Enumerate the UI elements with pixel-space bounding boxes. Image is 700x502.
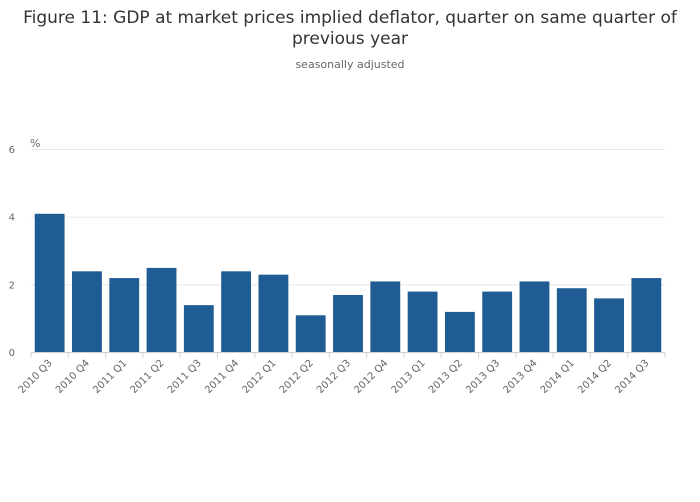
bar bbox=[482, 291, 513, 353]
bar bbox=[370, 281, 401, 353]
y-tick-label: 2 bbox=[9, 280, 15, 291]
bar bbox=[333, 294, 363, 353]
bar bbox=[594, 298, 624, 353]
x-tick-label: 2010 Q4 bbox=[54, 358, 92, 396]
x-tick-label: 2013 Q1 bbox=[390, 358, 428, 396]
x-tick-label: 2014 Q2 bbox=[576, 358, 614, 396]
bar bbox=[34, 213, 65, 353]
bar bbox=[631, 278, 662, 353]
gridlines bbox=[31, 149, 665, 286]
chart-title: Figure 11: GDP at market prices implied … bbox=[23, 8, 677, 49]
x-tick-label: 2010 Q3 bbox=[17, 358, 55, 396]
bar bbox=[221, 271, 252, 353]
y-tick-label: 0 bbox=[9, 348, 15, 359]
x-tick-label: 2012 Q2 bbox=[278, 358, 316, 396]
y-axis-unit-label: % bbox=[30, 137, 40, 150]
bar bbox=[556, 288, 587, 353]
bar bbox=[258, 274, 289, 353]
bar bbox=[72, 271, 102, 353]
y-axis: 0 2 4 6 bbox=[9, 145, 15, 359]
x-tick-label: 2014 Q1 bbox=[539, 358, 577, 396]
bar bbox=[109, 278, 140, 353]
bar bbox=[444, 311, 475, 353]
chart-subtitle: seasonally adjusted bbox=[295, 58, 405, 71]
x-tick-label: 2011 Q2 bbox=[129, 358, 167, 396]
x-tick-label: 2012 Q3 bbox=[315, 358, 353, 396]
x-tick-label: 2013 Q4 bbox=[501, 358, 539, 396]
y-tick-label: 6 bbox=[9, 145, 15, 156]
bar bbox=[519, 281, 550, 353]
x-tick-label: 2011 Q3 bbox=[166, 358, 204, 396]
x-tick-label: 2011 Q1 bbox=[91, 358, 129, 396]
x-tick-label: 2013 Q2 bbox=[427, 358, 465, 396]
bar bbox=[295, 315, 326, 353]
bar bbox=[407, 291, 438, 353]
bar bbox=[146, 267, 177, 353]
x-tick-label: 2012 Q1 bbox=[240, 358, 278, 396]
x-tick-label: 2012 Q4 bbox=[352, 358, 390, 396]
x-axis: 2010 Q3 2010 Q4 2011 Q1 2011 Q2 2011 Q3 2011 … bbox=[17, 352, 666, 396]
y-tick-label: 4 bbox=[9, 213, 15, 224]
x-tick-label: 2013 Q3 bbox=[464, 358, 502, 396]
bars bbox=[34, 213, 662, 353]
x-tick-label: 2014 Q3 bbox=[613, 358, 651, 396]
x-tick-label: 2011 Q4 bbox=[203, 358, 241, 396]
bar bbox=[183, 305, 214, 353]
